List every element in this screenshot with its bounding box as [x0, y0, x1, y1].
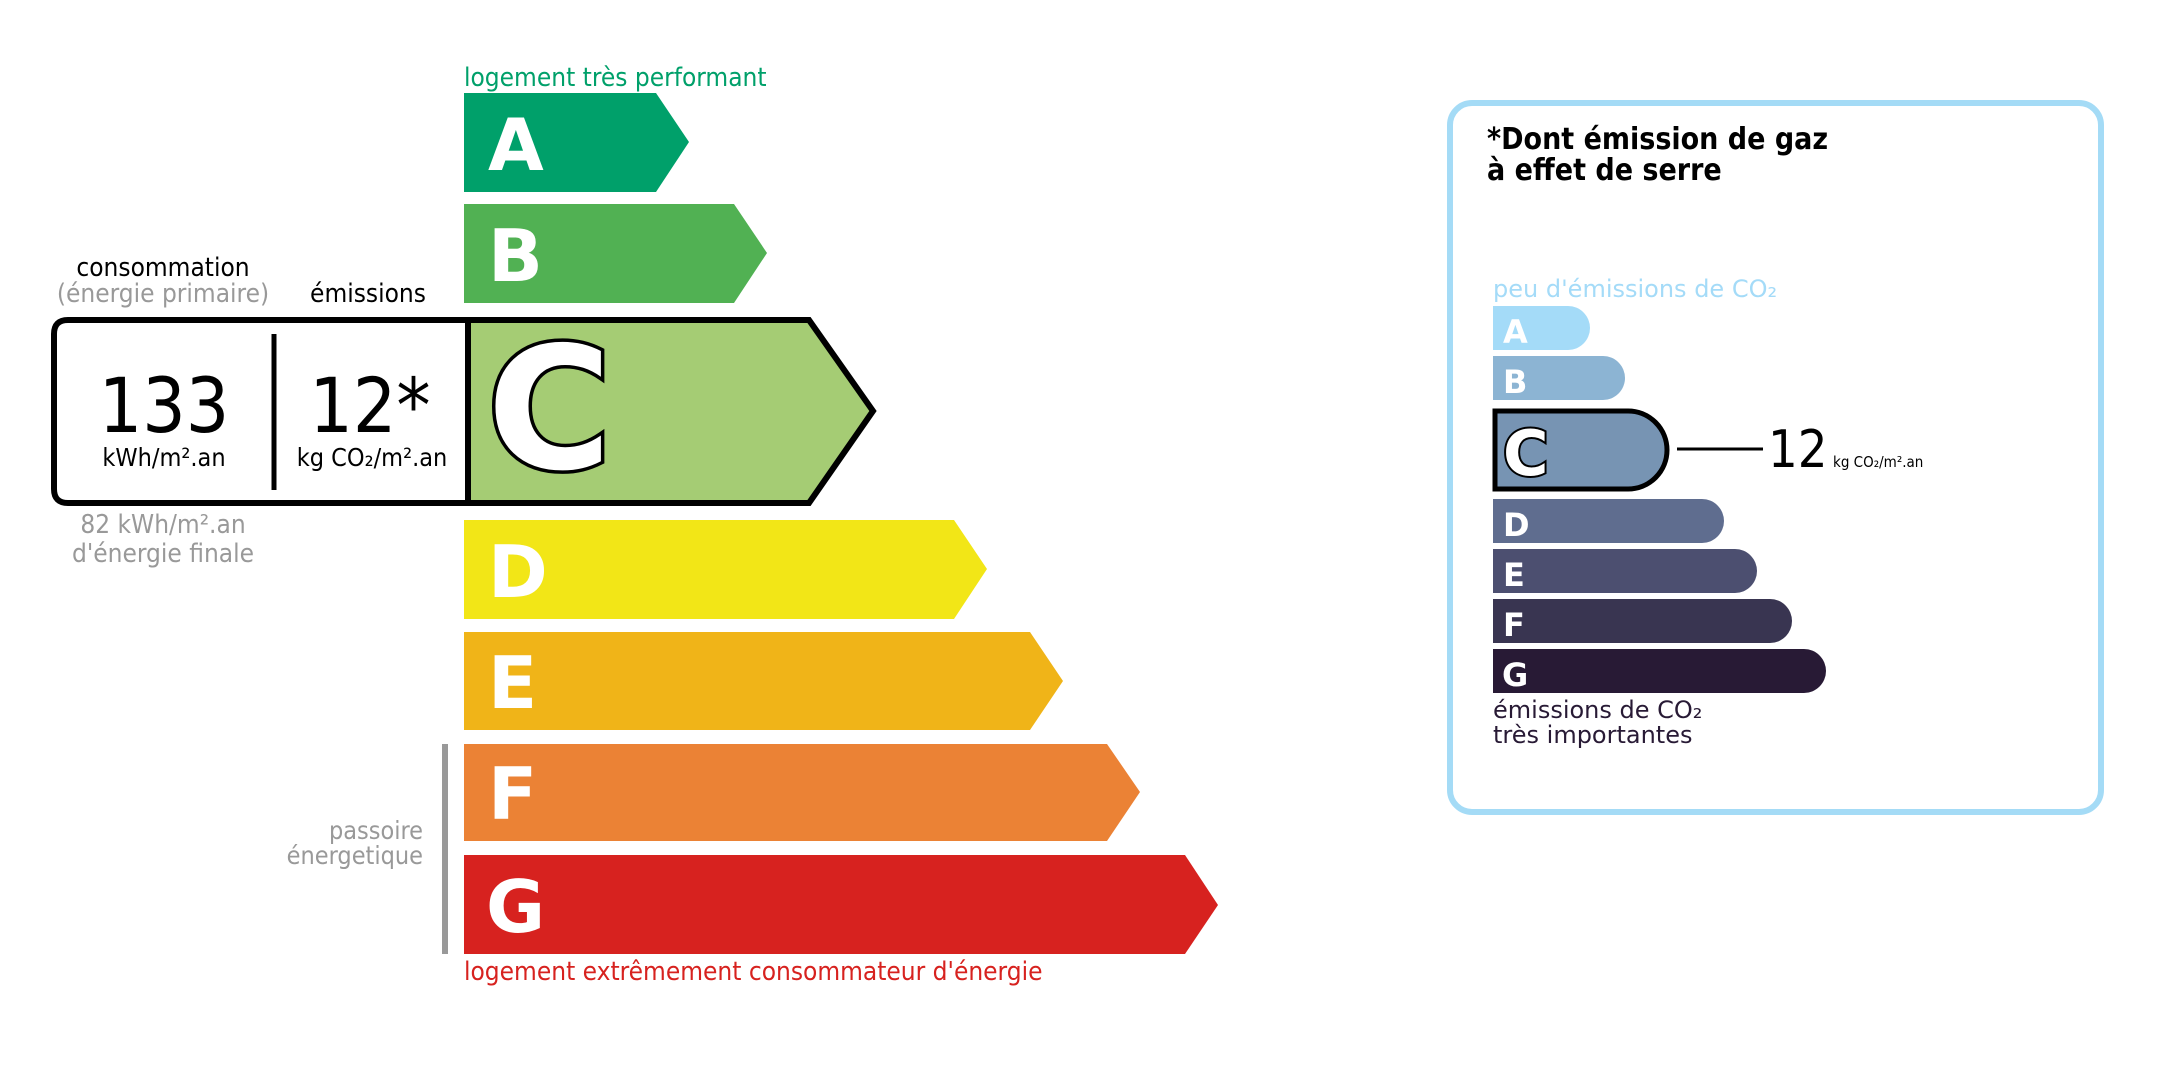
class-bar-d	[464, 520, 987, 619]
ghg-bar-d	[1493, 499, 1724, 543]
ghg-unit: kg CO₂/m².an	[1833, 453, 1923, 471]
ghg-letter-d: D	[1503, 506, 1530, 544]
class-bar-e	[464, 632, 1063, 730]
class-letter-g: G	[486, 865, 545, 949]
ghg-bar-f	[1493, 599, 1792, 643]
final-energy-label: d'énergie finale	[72, 539, 254, 569]
ghg-letter-a: A	[1503, 313, 1528, 351]
ghg-bar-c-active	[1492, 408, 1670, 492]
bottom-label: logement extrêmement consommateur d'éner…	[464, 957, 1042, 987]
ghg-bar-b	[1493, 356, 1625, 400]
emissions-heading: émissions	[310, 279, 426, 309]
class-bar-f	[464, 744, 1140, 841]
class-letter-e: E	[488, 641, 537, 725]
emissions-value: 12*	[309, 361, 430, 450]
passoire-label-line2: énergetique	[287, 841, 423, 870]
class-letter-f: F	[488, 752, 537, 836]
emissions-unit: kg CO₂/m².an	[297, 443, 448, 472]
consumption-subheading: (énergie primaire)	[57, 279, 269, 309]
ghg-letter-e: E	[1503, 556, 1525, 594]
class-bar-a	[464, 93, 689, 192]
ghg-bottom-label-line1: émissions de CO₂	[1493, 696, 1702, 724]
class-bar-b	[464, 204, 767, 303]
consumption-unit: kWh/m².an	[102, 443, 225, 472]
ghg-title-line1: *Dont émission de gaz	[1487, 122, 1828, 157]
final-energy-value: 82 kWh/m².an	[80, 510, 245, 540]
class-letter-b: B	[488, 214, 543, 298]
ghg-bar-g	[1493, 649, 1826, 693]
consumption-heading: consommation	[76, 253, 249, 283]
class-letter-a: A	[488, 103, 544, 187]
class-bar-g	[464, 855, 1218, 954]
ghg-top-label: peu d'émissions de CO₂	[1493, 275, 1777, 303]
class-bar-c-active	[465, 317, 877, 506]
passoire-label-line1: passoire	[329, 816, 423, 845]
ghg-letter-f: F	[1503, 606, 1525, 644]
ghg-letter-g: G	[1502, 656, 1528, 694]
ghg-bottom-label-line2: très importantes	[1493, 721, 1693, 749]
ghg-title-line2: à effet de serre	[1487, 153, 1722, 188]
class-letter-c: C	[487, 311, 612, 509]
ghg-letter-c: C	[1503, 417, 1549, 490]
passoire-bracket	[442, 744, 448, 954]
top-label: logement très performant	[464, 63, 767, 93]
ghg-letter-b: B	[1503, 363, 1527, 401]
class-letter-d: D	[488, 530, 548, 614]
value-box	[51, 317, 471, 506]
ghg-bar-e	[1493, 549, 1757, 593]
ghg-value: 12	[1768, 420, 1828, 480]
ghg-bar-a	[1493, 306, 1590, 350]
consumption-value: 133	[99, 361, 229, 450]
